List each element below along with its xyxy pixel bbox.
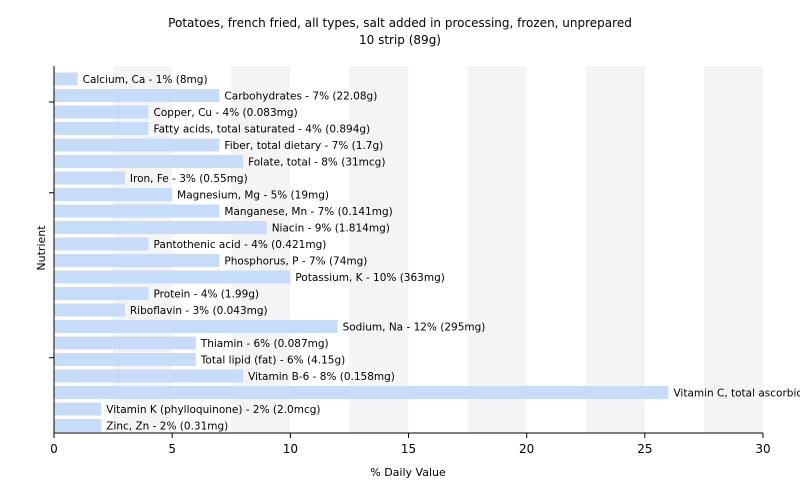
x-tick-label: 5 <box>168 442 176 456</box>
x-tick-label: 25 <box>637 442 652 456</box>
grid-bands <box>54 66 763 433</box>
bar-label: Fatty acids, total saturated - 4% (0.894… <box>154 124 371 136</box>
bar <box>54 270 291 284</box>
bar-label: Vitamin K (phylloquinone) - 2% (2.0mcg) <box>106 404 320 416</box>
x-axis-title: % Daily Value <box>370 466 446 479</box>
grid-band <box>349 66 409 433</box>
bar-label: Folate, total - 8% (31mcg) <box>248 157 385 169</box>
bar <box>54 254 220 267</box>
bar-label: Manganese, Mn - 7% (0.141mg) <box>224 206 392 218</box>
bar-label: Sodium, Na - 12% (295mg) <box>343 322 486 334</box>
bar-label: Carbohydrates - 7% (22.08g) <box>224 91 377 103</box>
bar-label: Protein - 4% (1.99g) <box>154 289 260 301</box>
bar <box>54 320 338 333</box>
bar-label: Thiamin - 6% (0.087mg) <box>200 338 329 350</box>
bar <box>54 237 149 251</box>
x-tick-label: 10 <box>283 442 298 456</box>
bar-label: Calcium, Ca - 1% (8mg) <box>83 74 208 86</box>
bar <box>54 105 149 119</box>
bar <box>54 89 220 102</box>
grid-band <box>408 66 468 433</box>
bar <box>54 171 125 185</box>
bar <box>54 138 220 152</box>
bar-label: Riboflavin - 3% (0.043mg) <box>130 305 268 317</box>
bar <box>54 369 244 383</box>
grid-band <box>290 66 350 433</box>
x-tick-label: 30 <box>755 442 770 456</box>
bar-label: Total lipid (fat) - 6% (4.15g) <box>200 355 345 367</box>
axes-group: 0 5 10 15 20 25 30 <box>49 66 771 456</box>
bar-label: Vitamin C, total ascorbic acid - 26% (15… <box>673 388 800 400</box>
bar <box>54 72 78 86</box>
bar-label: Niacin - 9% (1.814mg) <box>272 223 390 235</box>
grid-band <box>467 66 527 433</box>
bar <box>54 353 196 366</box>
bar <box>54 155 244 168</box>
bar <box>54 188 173 201</box>
bar-label: Copper, Cu - 4% (0.083mg) <box>154 107 298 119</box>
grid-band <box>526 66 586 433</box>
bars-group: Calcium, Ca - 1% (8mg) Carbohydrates - 7%… <box>54 72 800 433</box>
bar-label: Phosphorus, P - 7% (74mg) <box>224 256 367 268</box>
bar-label: Iron, Fe - 3% (0.55mg) <box>130 173 248 185</box>
bar <box>54 419 102 432</box>
bar-label: Magnesium, Mg - 5% (19mg) <box>177 190 329 202</box>
bar <box>54 204 220 218</box>
chart-title: Potatoes, french fried, all types, salt … <box>168 16 632 30</box>
x-tick-label: 20 <box>519 442 534 456</box>
bar-label: Zinc, Zn - 2% (0.31mg) <box>106 421 228 433</box>
grid-band <box>585 66 645 433</box>
grid-band <box>703 66 763 433</box>
bar-label: Pantothenic acid - 4% (0.421mg) <box>154 239 327 251</box>
grid-band <box>644 66 704 433</box>
chart-subtitle: 10 strip (89g) <box>359 33 441 47</box>
bar <box>54 386 669 399</box>
bar <box>54 402 102 416</box>
bar <box>54 122 149 135</box>
bar-label: Vitamin B-6 - 8% (0.158mg) <box>248 371 395 383</box>
y-axis-title: Nutrient <box>35 225 48 271</box>
x-tick-label: 0 <box>50 442 58 456</box>
bar <box>54 221 267 234</box>
bar <box>54 287 149 300</box>
bar <box>54 336 196 350</box>
bar <box>54 303 125 317</box>
bar-label: Fiber, total dietary - 7% (1.7g) <box>224 140 383 152</box>
bar-label: Potassium, K - 10% (363mg) <box>295 272 445 284</box>
x-tick-label: 15 <box>401 442 416 456</box>
